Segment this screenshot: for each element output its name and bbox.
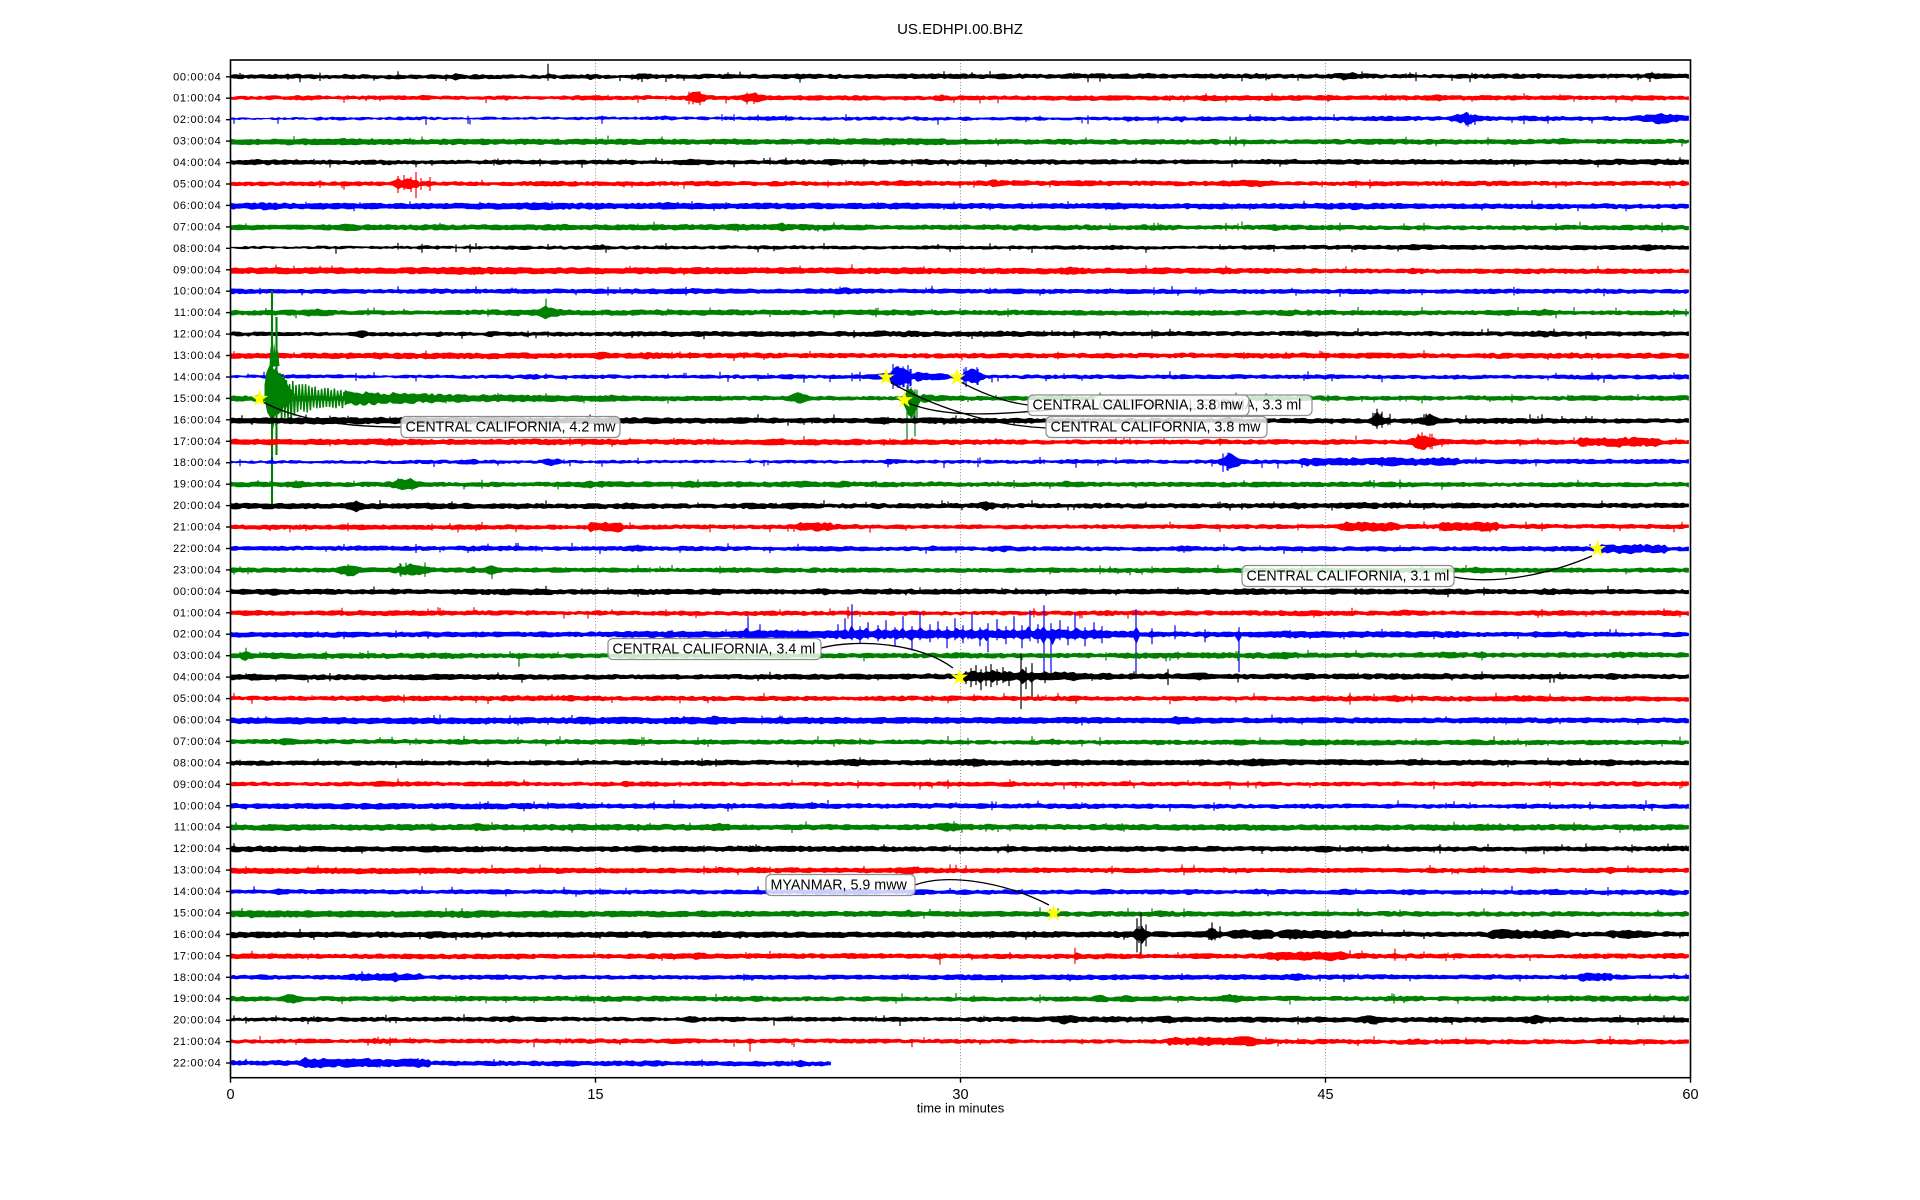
svg-text:21:00:04: 21:00:04 <box>173 522 221 534</box>
svg-text:09:00:04: 09:00:04 <box>173 779 221 791</box>
svg-text:CENTRAL CALIFORNIA, 3.4 ml: CENTRAL CALIFORNIA, 3.4 ml <box>613 642 816 658</box>
svg-text:01:00:04: 01:00:04 <box>173 93 221 105</box>
svg-text:16:00:04: 16:00:04 <box>173 414 221 426</box>
svg-text:19:00:04: 19:00:04 <box>173 479 221 491</box>
svg-text:07:00:04: 07:00:04 <box>173 736 221 748</box>
svg-text:13:00:04: 13:00:04 <box>173 865 221 877</box>
svg-text:0: 0 <box>226 1087 234 1103</box>
svg-text:02:00:04: 02:00:04 <box>173 629 221 641</box>
svg-text:15:00:04: 15:00:04 <box>173 393 221 405</box>
svg-text:22:00:04: 22:00:04 <box>173 543 221 555</box>
svg-text:05:00:04: 05:00:04 <box>173 693 221 705</box>
svg-text:MYANMAR, 5.9 mww: MYANMAR, 5.9 mww <box>771 878 908 894</box>
svg-text:02:00:04: 02:00:04 <box>173 114 221 126</box>
svg-text:18:00:04: 18:00:04 <box>173 972 221 984</box>
svg-text:13:00:04: 13:00:04 <box>173 350 221 362</box>
svg-text:15: 15 <box>587 1087 603 1103</box>
svg-text:16:00:04: 16:00:04 <box>173 929 221 941</box>
svg-text:17:00:04: 17:00:04 <box>173 950 221 962</box>
svg-text:45: 45 <box>1317 1087 1333 1103</box>
svg-text:CENTRAL CALIFORNIA, 3.8 mw: CENTRAL CALIFORNIA, 3.8 mw <box>1051 420 1262 436</box>
svg-text:04:00:04: 04:00:04 <box>173 157 221 169</box>
svg-text:15:00:04: 15:00:04 <box>173 908 221 920</box>
svg-text:00:00:04: 00:00:04 <box>173 71 221 83</box>
svg-text:10:00:04: 10:00:04 <box>173 286 221 298</box>
svg-text:US.EDHPI.00.BHZ: US.EDHPI.00.BHZ <box>897 21 1023 38</box>
svg-text:CENTRAL CALIFORNIA, 3.8 mw: CENTRAL CALIFORNIA, 3.8 mw <box>1033 398 1244 414</box>
svg-text:30: 30 <box>952 1087 968 1103</box>
svg-text:07:00:04: 07:00:04 <box>173 221 221 233</box>
svg-text:20:00:04: 20:00:04 <box>173 1015 221 1027</box>
svg-text:22:00:04: 22:00:04 <box>173 1058 221 1070</box>
svg-text:19:00:04: 19:00:04 <box>173 993 221 1005</box>
svg-text:00:00:04: 00:00:04 <box>173 586 221 598</box>
svg-text:05:00:04: 05:00:04 <box>173 179 221 191</box>
svg-text:21:00:04: 21:00:04 <box>173 1036 221 1048</box>
svg-text:12:00:04: 12:00:04 <box>173 329 221 341</box>
svg-text:14:00:04: 14:00:04 <box>173 886 221 898</box>
svg-text:10:00:04: 10:00:04 <box>173 800 221 812</box>
svg-text:11:00:04: 11:00:04 <box>174 307 222 319</box>
svg-text:time in minutes: time in minutes <box>917 1101 1005 1116</box>
svg-text:14:00:04: 14:00:04 <box>173 372 221 384</box>
svg-text:11:00:04: 11:00:04 <box>174 822 222 834</box>
svg-text:08:00:04: 08:00:04 <box>173 757 221 769</box>
svg-text:17:00:04: 17:00:04 <box>173 436 221 448</box>
svg-text:01:00:04: 01:00:04 <box>173 607 221 619</box>
svg-text:06:00:04: 06:00:04 <box>173 715 221 727</box>
svg-text:06:00:04: 06:00:04 <box>173 200 221 212</box>
svg-text:04:00:04: 04:00:04 <box>173 672 221 684</box>
svg-text:CENTRAL CALIFORNIA, 4.2 mw: CENTRAL CALIFORNIA, 4.2 mw <box>406 420 617 436</box>
svg-text:CENTRAL CALIFORNIA, 3.1 ml: CENTRAL CALIFORNIA, 3.1 ml <box>1247 569 1450 585</box>
svg-text:12:00:04: 12:00:04 <box>173 843 221 855</box>
svg-text:03:00:04: 03:00:04 <box>173 136 221 148</box>
svg-text:18:00:04: 18:00:04 <box>173 457 221 469</box>
svg-text:20:00:04: 20:00:04 <box>173 500 221 512</box>
svg-text:23:00:04: 23:00:04 <box>173 564 221 576</box>
svg-text:08:00:04: 08:00:04 <box>173 243 221 255</box>
svg-text:03:00:04: 03:00:04 <box>173 650 221 662</box>
svg-text:09:00:04: 09:00:04 <box>173 264 221 276</box>
svg-text:60: 60 <box>1682 1087 1698 1103</box>
